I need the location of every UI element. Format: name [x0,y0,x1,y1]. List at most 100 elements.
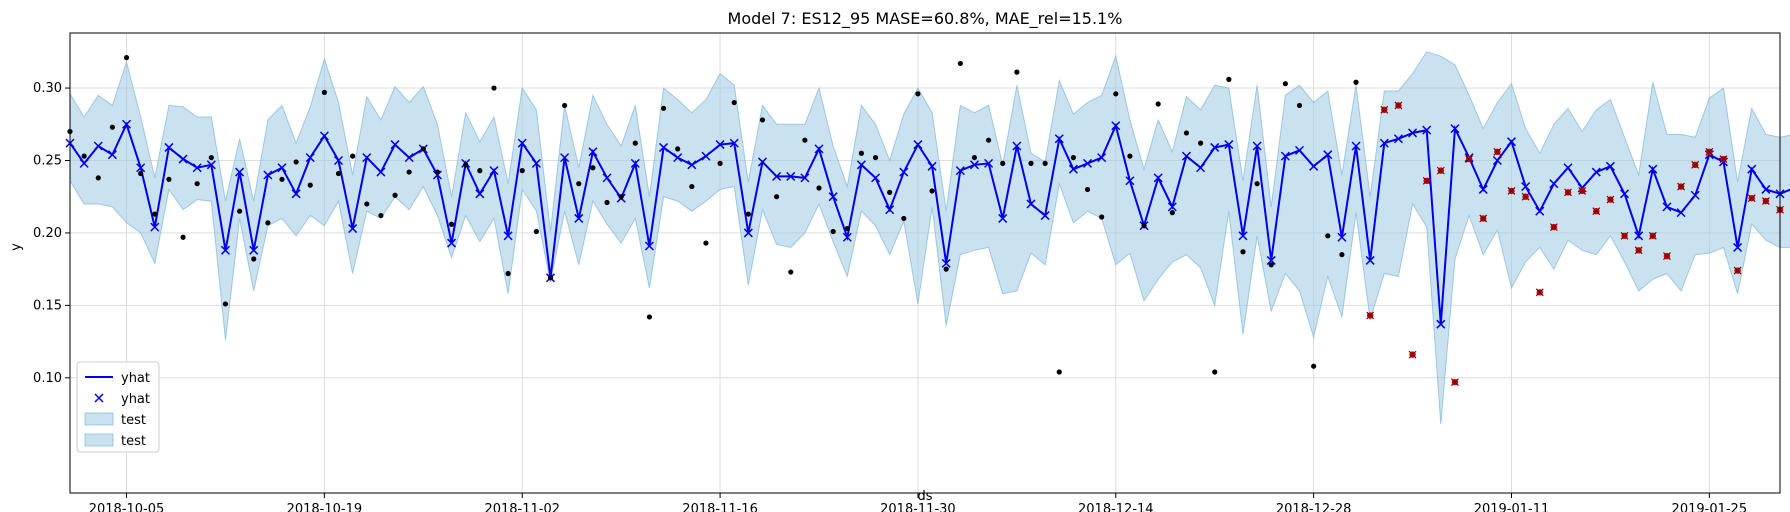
actual-point [1056,369,1062,375]
actual-point [152,211,158,217]
yhat-marker [1294,145,1305,155]
test-point-cross [1606,195,1615,204]
test-point [1408,350,1417,359]
test-point-cross [1648,231,1657,240]
actual-point [1325,233,1331,239]
actual-point [420,146,426,152]
yhat-marker [602,173,612,183]
x-tick-label: 2018-12-28 [1276,502,1352,512]
actual-point [590,165,596,171]
actual-point [208,154,214,161]
actual-point [759,117,766,123]
y-tick-label: 0.20 [33,226,62,241]
yhat-marker [277,163,287,173]
yhat-marker [235,167,245,177]
actual-point [350,153,356,159]
actual-point [1099,214,1105,220]
yhat-marker [1012,141,1022,151]
yhat-marker [1125,176,1135,186]
x-tick-label: 2018-11-02 [484,502,560,512]
yhat-marker [574,213,584,223]
yhat-marker [941,258,951,268]
actual-point [95,175,101,181]
x-tick-label: 2018-10-19 [287,502,363,512]
yhat-marker [1492,155,1502,166]
test-point [1521,192,1530,201]
yhat-marker [1280,151,1290,161]
test-point-cross [1691,160,1700,169]
yhat-marker [701,151,711,161]
legend-label: yhat [121,392,150,407]
x-tick-label: 2019-01-25 [1672,502,1748,512]
actual-point [547,275,554,281]
actual-point [1197,140,1204,146]
actual-point [491,85,497,91]
actual-point [505,270,511,277]
actual-point [858,150,865,156]
y-tick-label: 0.25 [33,153,62,168]
yhat-marker [1436,319,1446,329]
yhat-marker [1111,121,1121,131]
actual-point [1226,76,1232,82]
actual-point [378,212,384,219]
yhat-marker [800,173,810,183]
yhat-marker [1535,206,1545,216]
test-point [1507,186,1516,195]
yhat-marker [1662,202,1672,212]
test-point [1549,223,1558,232]
yhat-marker [644,241,654,251]
actual-point [1014,69,1020,75]
yhat-marker [305,153,315,163]
actual-point [788,269,794,275]
test-point-cross [1408,350,1417,359]
yhat-marker [404,153,414,163]
yhat-marker [1026,199,1036,209]
yhat-marker [150,222,160,232]
actual-point [251,256,257,262]
yhat-marker [220,245,230,255]
yhat-marker [1506,137,1517,147]
y-axis-label: y [9,243,24,251]
y-tick-label: 0.10 [33,371,62,386]
yhat-marker [1676,208,1686,218]
yhat-marker [955,166,965,176]
yhat-marker [263,170,273,180]
yhat-marker [1196,163,1206,173]
actual-point [434,169,441,175]
test-point [1380,105,1389,114]
actual-point [236,208,243,214]
yhat-marker [984,158,994,168]
actual-point [222,301,229,307]
test-point [1648,231,1657,240]
test-point-cross [1733,266,1742,275]
yhat-marker [1605,161,1615,171]
test-point-cross [1366,311,1375,320]
actual-point [194,181,200,187]
actual-point [265,220,271,226]
yhat-marker [786,171,796,181]
actual-point [81,153,87,159]
actual-point [774,194,780,200]
yhat-marker [333,155,344,166]
yhat-marker [998,213,1008,223]
actual-point [448,221,455,227]
actual-point [957,60,963,67]
actual-point [1155,101,1161,107]
actual-point [364,201,370,207]
legend-box [76,361,160,453]
yhat-marker [1097,153,1107,163]
yhat-marker [1266,255,1276,265]
test-point [1677,182,1685,191]
actual-point [180,234,186,240]
yhat-marker [871,173,881,183]
yhat-marker [659,142,669,152]
actual-point [675,146,681,152]
yhat-marker [687,160,697,170]
yhat-marker [531,158,541,168]
test-point-cross [1507,186,1516,195]
yhat-marker [1224,140,1234,150]
test-point-cross [1521,192,1530,201]
yhat-marker [1068,164,1078,174]
yhat-marker [1082,158,1093,168]
